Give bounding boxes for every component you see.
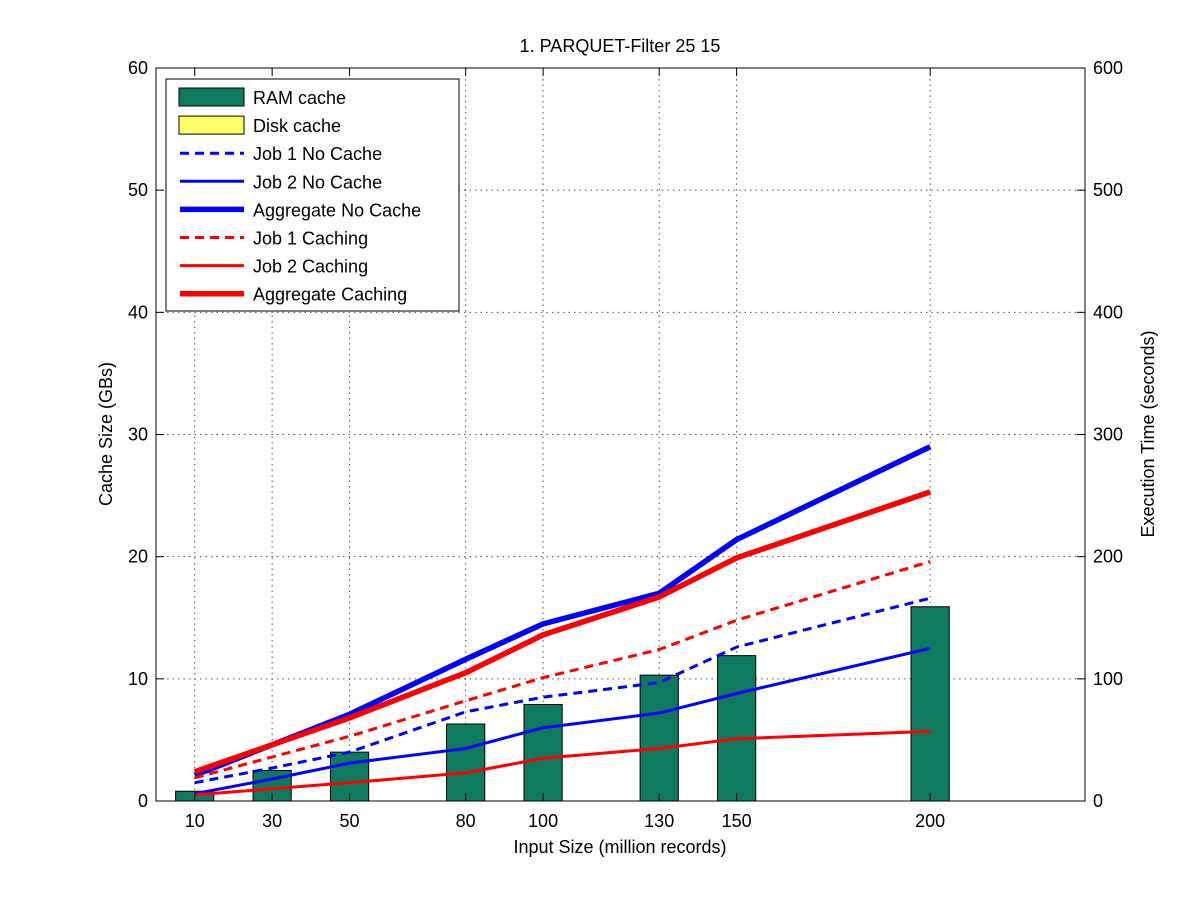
- y-tick-label-left: 10: [128, 669, 148, 689]
- chart-title: 1. PARQUET-Filter 25 15: [520, 36, 721, 56]
- bar-ram-cache: [717, 655, 757, 802]
- y-tick-label-left: 30: [128, 425, 148, 445]
- x-tick-label: 50: [340, 811, 360, 831]
- legend-swatch: [178, 115, 245, 135]
- x-tick-label: 150: [722, 811, 752, 831]
- legend-label: Aggregate No Cache: [253, 200, 421, 220]
- x-tick-label: 100: [528, 811, 558, 831]
- y-tick-label-right: 100: [1093, 669, 1123, 689]
- legend-label: Job 2 No Cache: [253, 172, 382, 192]
- y-axis-right: 0 100 200 300 400 500 600: [1077, 58, 1123, 811]
- y-axis-left-label: Cache Size (GBs): [96, 362, 116, 506]
- x-tick-label: 80: [456, 811, 476, 831]
- series-job-2-no-cache: [194, 646, 931, 796]
- bar-ram-cache: [523, 703, 563, 802]
- bar-ram-cache: [639, 674, 679, 802]
- y-tick-label-right: 400: [1093, 302, 1123, 322]
- legend-label: Disk cache: [253, 116, 341, 136]
- series-job-1-caching: [194, 560, 931, 780]
- legend-label: Job 2 Caching: [253, 257, 368, 277]
- series-job-2-caching: [194, 729, 931, 797]
- x-axis: 10 30 50 80 100 130 150 200: [185, 68, 945, 831]
- series-job-1-no-cache: [194, 596, 931, 785]
- x-axis-label: Input Size (million records): [513, 837, 726, 857]
- y-tick-label-left: 50: [128, 180, 148, 200]
- legend-label: Job 1 Caching: [253, 229, 368, 249]
- legend-label: Job 1 No Cache: [253, 144, 382, 164]
- y-axis-left: 0 10 20 30 40 50 60: [128, 58, 164, 811]
- legend-label: Aggregate Caching: [253, 285, 407, 305]
- y-tick-label-right: 600: [1093, 58, 1123, 78]
- x-tick-label: 30: [262, 811, 282, 831]
- y-tick-label-right: 0: [1093, 791, 1103, 811]
- series-aggregate-caching: [193, 489, 932, 775]
- bar-ram-cache: [910, 606, 950, 802]
- legend: RAM cache Disk cache Job 1 No Cache Job 2 N…: [165, 78, 460, 312]
- y-tick-label-left: 20: [128, 547, 148, 567]
- x-tick-label: 130: [644, 811, 674, 831]
- x-tick-label: 10: [185, 811, 205, 831]
- legend-swatch: [178, 87, 245, 107]
- y-tick-label-right: 200: [1093, 547, 1123, 567]
- y-tick-label-left: 0: [138, 791, 148, 811]
- y-tick-label-left: 60: [128, 58, 148, 78]
- lines: [193, 444, 932, 797]
- y-tick-label-right: 500: [1093, 180, 1123, 200]
- bars: [175, 606, 950, 802]
- y-tick-label-right: 300: [1093, 425, 1123, 445]
- y-axis-right-label: Execution Time (seconds): [1138, 330, 1158, 537]
- bar-ram-cache: [446, 723, 486, 802]
- legend-label: RAM cache: [253, 88, 346, 108]
- y-tick-label-left: 40: [128, 302, 148, 322]
- x-tick-label: 200: [915, 811, 945, 831]
